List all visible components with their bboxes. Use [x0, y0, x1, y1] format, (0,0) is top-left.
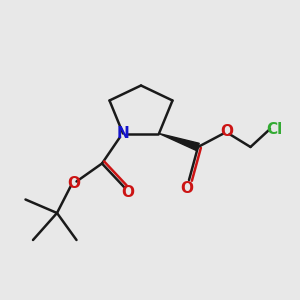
Polygon shape: [159, 134, 199, 151]
Text: O: O: [180, 181, 193, 196]
Text: Cl: Cl: [266, 122, 283, 136]
Text: O: O: [220, 124, 233, 140]
Text: N: N: [117, 126, 129, 141]
Text: O: O: [122, 185, 135, 200]
Text: O: O: [67, 176, 80, 190]
